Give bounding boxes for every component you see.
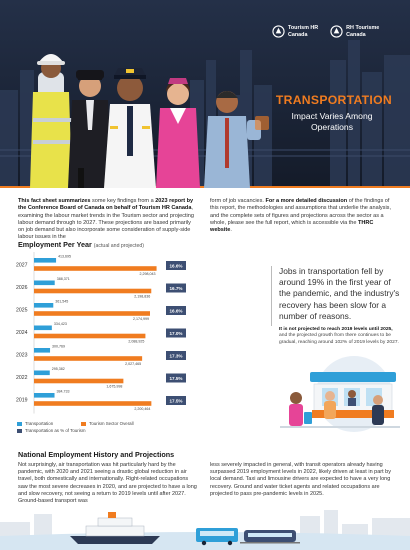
data-label-percent: 16.6% <box>169 308 182 313</box>
data-label-transportation: 295,382 <box>52 367 65 371</box>
bar-tourism-overall <box>34 311 150 316</box>
data-label-percent: 16.7% <box>169 286 182 291</box>
callout-divider <box>271 266 272 326</box>
callout-rest: and the projected growth from there cont… <box>279 333 399 345</box>
tick-label-year: 2019 <box>16 398 28 404</box>
bar-transportation <box>34 303 54 308</box>
data-label-tourism-overall: 2,198,836 <box>134 295 150 299</box>
transport-skyline-illustration <box>0 510 410 550</box>
chart-title: Employment Per Year (actual and projecte… <box>18 240 144 249</box>
section-title-national: National Employment History and Projecti… <box>18 450 175 459</box>
bar-tourism-overall <box>34 401 152 406</box>
hero-banner: Tourism HR Canada RH Tourisme Canada TRA… <box>0 0 410 188</box>
national-body-right: less severely impacted in general, with … <box>210 462 391 497</box>
legend-label-percent: Transportation as % of Tourism <box>25 428 86 433</box>
bar-transportation <box>34 280 55 286</box>
tick-label-year: 2022 <box>16 375 28 381</box>
employment-bar-chart: 2027 413,695 2,298,043 16.6% 2026 388,371 2,19… <box>16 252 186 414</box>
tick-label-year: 2025 <box>16 308 28 314</box>
logo-left-line2: Canada <box>288 31 308 38</box>
bar-transportation <box>34 370 50 376</box>
tourism-hr-canada-logo: Tourism HR Canada <box>272 25 318 38</box>
ticket-counter-illustration <box>280 356 400 432</box>
bar-percent-badge <box>166 373 186 383</box>
tick-label-year: 2027 <box>16 263 28 269</box>
legend-swatch-slate <box>17 428 22 433</box>
callout-headline: Jobs in transportation fell by around 19… <box>279 266 400 321</box>
data-label-tourism-overall: 2,088,925 <box>128 340 144 344</box>
data-label-tourism-overall: 2,298,043 <box>140 272 156 276</box>
tick-label-year: 2026 <box>16 285 28 291</box>
bar-tourism-overall <box>34 356 143 361</box>
hero-illustration <box>0 0 410 188</box>
data-label-transportation: 384,733 <box>57 389 70 393</box>
bar-percent-badge <box>166 328 186 338</box>
legend-item-tourism-overall: Tourism Sector Overall <box>81 421 134 426</box>
thrc-website-link[interactable]: THRC website <box>210 219 374 234</box>
intro-paragraph-continued: form of job vacancies. For a more detail… <box>210 198 392 234</box>
data-label-tourism-overall: 2,174,999 <box>133 317 149 321</box>
national-body-left: Not surprisingly, air transportation was… <box>18 462 197 505</box>
data-label-tourism-overall: 2,027,465 <box>125 362 141 366</box>
data-label-tourism-overall: 1,675,998 <box>106 385 122 389</box>
logo-left-line1: Tourism HR <box>288 25 319 32</box>
legend-item-transportation: Transportation <box>17 421 53 426</box>
intro-source: 2023 report by the Conference Board of C… <box>18 198 194 212</box>
leaf-icon <box>272 25 285 38</box>
bar-transportation <box>34 258 57 263</box>
chart-legend: Transportation Tourism Sector Overall Tr… <box>17 421 207 435</box>
legend-swatch-blue <box>17 421 22 426</box>
legend-label-tourism-overall: Tourism Sector Overall <box>89 421 134 426</box>
data-label-transportation: 413,695 <box>58 254 71 258</box>
intro2-text-c: . <box>230 227 232 234</box>
data-label-percent: 17.5% <box>169 376 182 381</box>
intro-text-a: some key findings from a <box>90 198 156 204</box>
data-label-transportation: 334,423 <box>54 322 67 326</box>
callout-body: It is not projected to reach 2019 levels… <box>279 327 402 346</box>
data-label-transportation: 300,769 <box>52 344 65 348</box>
bar-transportation <box>34 393 55 398</box>
legend-label-transportation: Transportation <box>25 421 54 426</box>
legend-item-percent: Transportation as % of Tourism <box>17 428 86 433</box>
bar-tourism-overall <box>34 288 152 294</box>
employment-chart: 2027 413,695 2,298,043 16.6% 2026 388,371 2,19… <box>14 250 204 420</box>
bar-transportation <box>34 348 51 353</box>
bar-tourism-overall <box>34 333 146 339</box>
data-label-percent: 17.0% <box>169 331 182 336</box>
bar-percent-badge <box>166 283 186 293</box>
data-label-percent: 16.6% <box>169 263 182 268</box>
bar-tourism-overall <box>34 266 157 271</box>
intro2-text-b: of the findings of this report, the meth… <box>210 198 391 226</box>
bar-tourism-overall <box>34 378 124 384</box>
bar-percent-badge <box>166 396 186 405</box>
logo-right-line1: RH Tourisme <box>346 25 380 32</box>
legend-swatch-orange <box>81 421 87 426</box>
data-label-transportation: 361,545 <box>55 299 68 303</box>
data-label-percent: 17.5% <box>169 398 182 403</box>
logo-right-line2: Canada <box>346 31 366 38</box>
chart-title-sub: (actual and projected) <box>93 243 144 249</box>
bar-percent-badge <box>166 306 186 315</box>
page-title: TRANSPORTATION <box>275 93 392 107</box>
intro2-text-a: form of job vacancies. <box>210 198 266 204</box>
page-subtitle: Impact Varies Among Operations <box>291 111 373 132</box>
chart-title-main: Employment Per Year <box>18 240 92 249</box>
tick-label-year: 2023 <box>16 353 28 359</box>
rh-tourisme-canada-logo: RH Tourisme Canada <box>330 25 379 38</box>
data-label-transportation: 388,371 <box>57 277 70 281</box>
intro-paragraph: This fact sheet summarizes some key find… <box>18 198 195 242</box>
intro2-bold-more: For a more detailed discussion <box>265 198 348 204</box>
bar-percent-badge <box>166 261 186 270</box>
intro-bold-lead: This fact sheet summarizes <box>18 198 91 204</box>
callout-bold: It is not projected to reach 2019 levels… <box>279 327 393 332</box>
bar-transportation <box>34 325 52 331</box>
intro-text-b: , examining the labour market trends in … <box>18 205 194 241</box>
leaf-icon <box>330 25 343 38</box>
tick-label-year: 2024 <box>16 330 28 336</box>
data-label-percent: 17.3% <box>169 353 182 358</box>
data-label-tourism-overall: 2,200,464 <box>134 407 150 411</box>
bar-percent-badge <box>166 351 186 360</box>
